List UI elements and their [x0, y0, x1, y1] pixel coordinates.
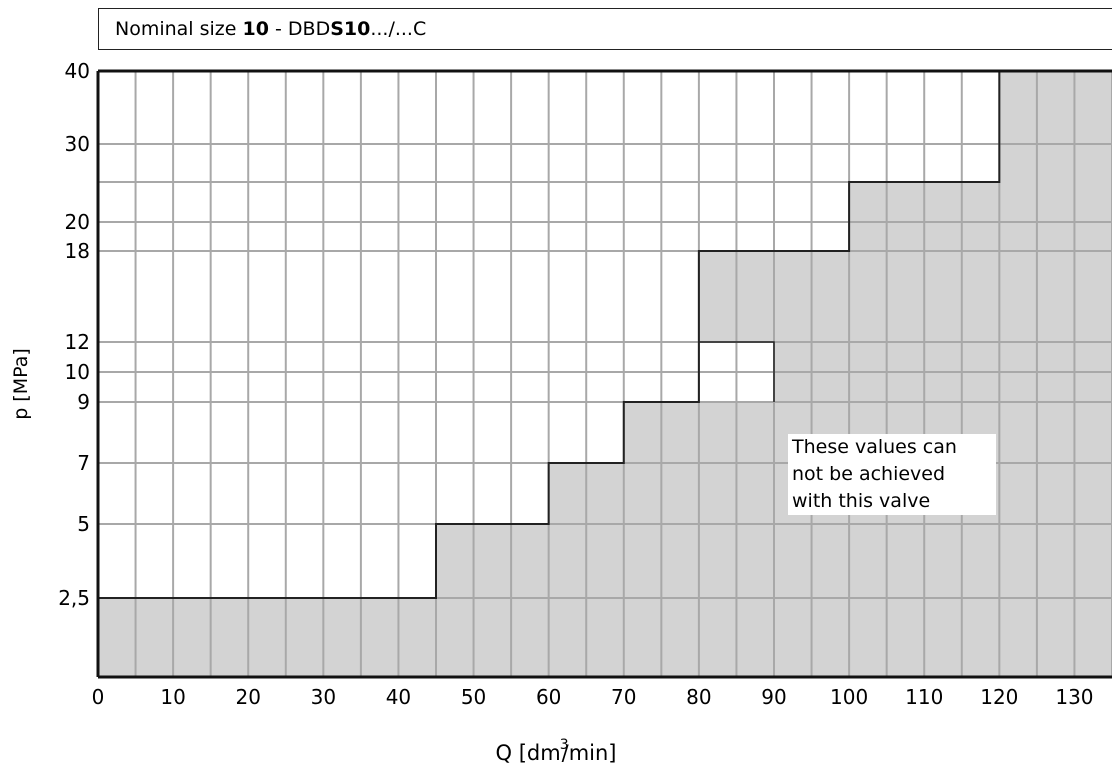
annotation-line: with this valve [792, 490, 931, 512]
notch-outline [698, 341, 775, 402]
tick-labels: 0 10 20 30 40 50 60 70 80 90 100 110 120 130 2,5 5 7 9 10 1… [58, 59, 1093, 709]
x-tick-label: 10 [160, 685, 185, 709]
grid [97, 70, 1112, 677]
chart-title-box: Nominal size 10 - DBDS10.../...C [98, 8, 1112, 50]
limit-curve-line [98, 70, 1112, 599]
y-tick-label: 10 [65, 360, 90, 384]
y-tick-label: 18 [65, 239, 90, 263]
y-tick-label: 12 [65, 330, 90, 354]
x-tick-label: 80 [686, 685, 711, 709]
y-tick-label: 9 [77, 390, 90, 414]
y-tick-label: 7 [77, 451, 90, 475]
y-tick-label: 40 [65, 59, 90, 83]
chart-title: Nominal size 10 - DBDS10.../...C [115, 18, 427, 40]
x-tick-label: 130 [1055, 685, 1093, 709]
x-tick-label: 50 [461, 685, 486, 709]
unachievable-fill [98, 71, 1112, 677]
limit-curve [98, 70, 1112, 599]
y-tick-label: 20 [65, 210, 90, 234]
x-tick-label: 20 [235, 685, 260, 709]
y-tick-label: 30 [65, 132, 90, 156]
x-tick-label: 40 [386, 685, 411, 709]
x-axis-label: Q [dm3/min] [495, 737, 617, 765]
x-tick-label: 90 [761, 685, 786, 709]
x-tick-label: 0 [92, 685, 105, 709]
x-tick-label: 30 [311, 685, 336, 709]
y-tick-label: 5 [77, 512, 90, 536]
x-tick-label: 110 [905, 685, 943, 709]
annotation-line: not be achieved [792, 463, 946, 485]
y-axis-label: p [MPa] [10, 348, 32, 420]
y-tick-label: 2,5 [58, 586, 90, 610]
unachievable-region [98, 71, 1112, 677]
x-tick-label: 120 [980, 685, 1018, 709]
x-tick-label: 100 [830, 685, 868, 709]
annotation-line: These values can [792, 436, 957, 458]
unachievable-annotation: These values can not be achieved with th… [788, 434, 996, 515]
x-tick-label: 60 [536, 685, 561, 709]
axes [96, 69, 1112, 679]
x-tick-label: 70 [611, 685, 636, 709]
